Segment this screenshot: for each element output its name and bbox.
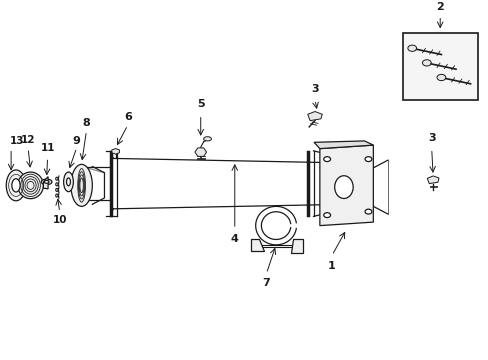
Ellipse shape — [41, 179, 52, 185]
Text: 7: 7 — [262, 278, 270, 288]
Circle shape — [365, 209, 371, 214]
Polygon shape — [195, 148, 206, 156]
Ellipse shape — [334, 176, 352, 198]
Ellipse shape — [71, 165, 92, 206]
Text: 6: 6 — [123, 112, 131, 122]
Polygon shape — [112, 149, 119, 154]
Ellipse shape — [18, 172, 43, 199]
Circle shape — [323, 213, 330, 217]
Ellipse shape — [203, 137, 211, 141]
Text: 8: 8 — [82, 118, 90, 127]
Text: 2: 2 — [435, 2, 443, 12]
Polygon shape — [313, 141, 372, 149]
Text: 4: 4 — [230, 234, 238, 244]
Polygon shape — [43, 177, 48, 189]
Text: 3: 3 — [310, 84, 318, 94]
Polygon shape — [251, 239, 263, 251]
Text: 13: 13 — [10, 136, 24, 146]
Ellipse shape — [66, 178, 70, 186]
Ellipse shape — [12, 179, 20, 192]
Circle shape — [365, 157, 371, 162]
Polygon shape — [290, 239, 303, 253]
Ellipse shape — [339, 163, 353, 204]
Circle shape — [422, 60, 430, 66]
Bar — [402, 33, 477, 100]
Ellipse shape — [63, 172, 73, 192]
Polygon shape — [427, 176, 438, 184]
Text: 12: 12 — [21, 135, 35, 145]
Ellipse shape — [6, 170, 26, 201]
Ellipse shape — [79, 166, 89, 201]
Polygon shape — [307, 112, 322, 121]
Circle shape — [407, 45, 416, 51]
Polygon shape — [319, 145, 372, 226]
Text: 11: 11 — [40, 143, 55, 153]
Circle shape — [323, 157, 330, 162]
Text: 3: 3 — [427, 133, 435, 143]
Text: 9: 9 — [73, 136, 81, 145]
Text: 10: 10 — [52, 215, 67, 225]
Text: 1: 1 — [327, 261, 335, 271]
Ellipse shape — [44, 180, 49, 183]
Text: 5: 5 — [197, 99, 204, 109]
Circle shape — [436, 75, 445, 81]
